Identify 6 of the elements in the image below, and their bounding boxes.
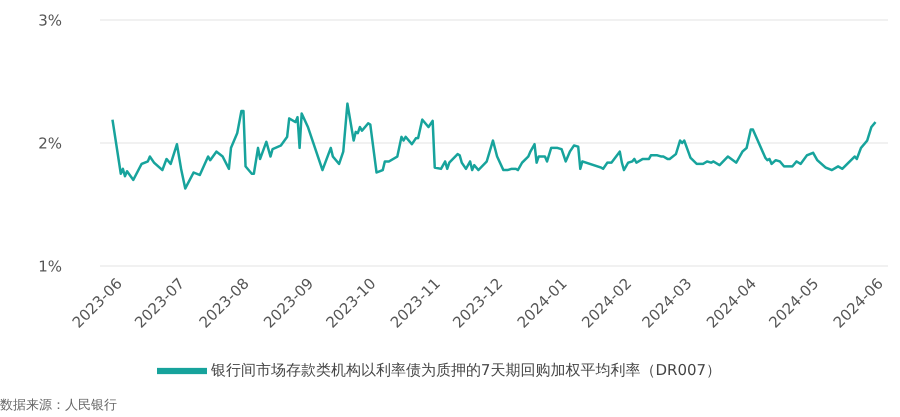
y-tick-label: 3% [38, 11, 62, 30]
line-series [111, 102, 877, 190]
y-tick-label: 1% [38, 257, 62, 276]
source-note: 数据来源：人民银行 [0, 397, 117, 414]
legend-label: 银行间市场存款类机构以利率债为质押的7天期回购加权平均利率（DR007） [210, 361, 722, 380]
y-tick-label: 2% [38, 134, 62, 152]
